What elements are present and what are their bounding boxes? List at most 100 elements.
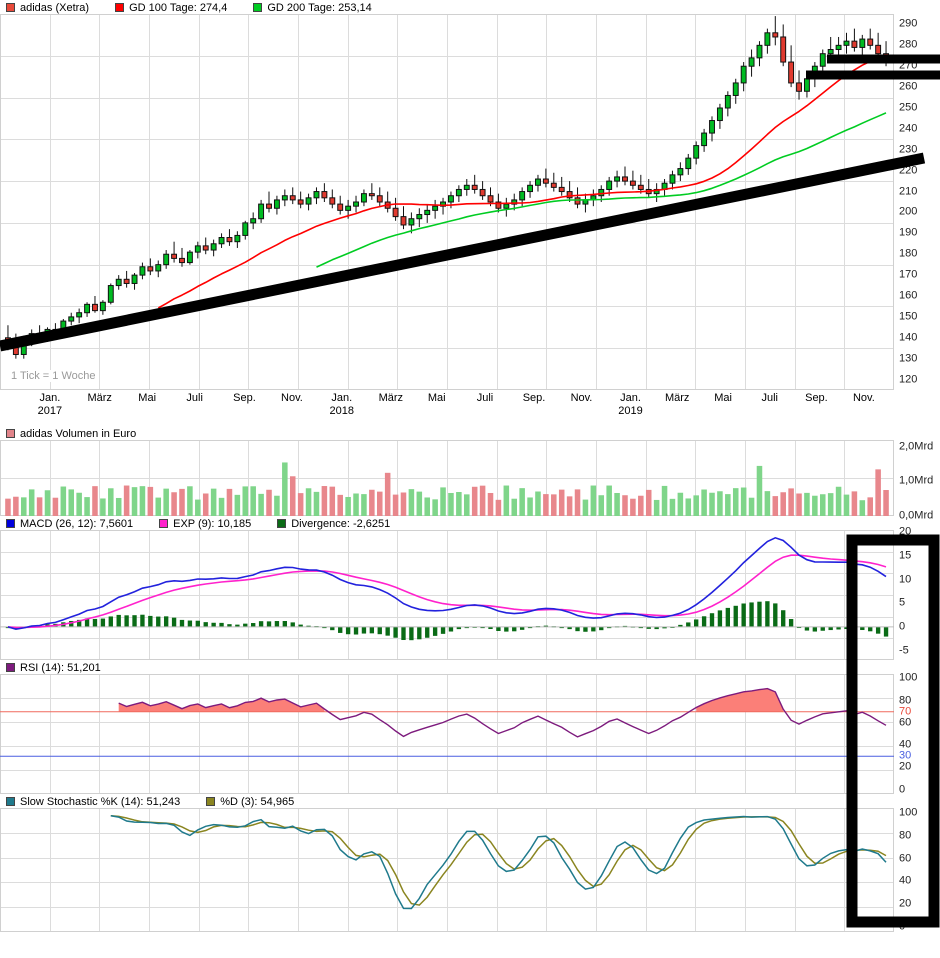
volume-bar — [250, 486, 256, 516]
volume-bar — [44, 490, 51, 516]
macd-histogram-bar — [883, 626, 889, 637]
volume-bar — [598, 495, 605, 516]
price-plot[interactable]: 1 Tick = 1 Woche — [0, 14, 894, 390]
x-axis-label: Nov. — [571, 392, 593, 405]
volume-bar — [748, 497, 755, 516]
legend-rsi[interactable]: RSI (14): 51,201 — [6, 662, 101, 674]
macd-histogram-bar — [480, 626, 485, 629]
price-tick: 260 — [899, 80, 918, 93]
macd-histogram-bar — [709, 613, 715, 627]
x-axis-label: Sep. — [233, 392, 256, 405]
volume-bar — [171, 492, 177, 516]
macd-histogram-bar — [432, 626, 438, 636]
macd-histogram-bar — [282, 621, 288, 627]
price-tick: 210 — [899, 185, 918, 198]
macd-histogram-bar — [504, 626, 509, 632]
legend-macd[interactable]: MACD (26, 12): 7,5601 — [6, 518, 133, 530]
price-tick: 220 — [899, 164, 918, 177]
price-tick: 270 — [899, 59, 918, 72]
macd-tick: 0 — [899, 620, 906, 633]
legend-instrument[interactable]: adidas (Xetra) — [6, 2, 89, 14]
rsi-plot[interactable] — [0, 674, 894, 794]
volume-bar — [131, 487, 138, 516]
volume-bar — [819, 494, 826, 516]
volume-legend: adidas Volumen in Euro — [0, 426, 940, 440]
legend-stoch-d[interactable]: %D (3): 54,965 — [206, 796, 294, 808]
volume-bar — [100, 498, 106, 516]
rsi-panel[interactable]: 100 80 70 60 40 30 20 0 — [0, 671, 940, 795]
volume-tick: 0,0Mrd — [899, 509, 934, 522]
volume-bar — [337, 494, 343, 516]
macd-histogram-bar — [828, 626, 833, 631]
volume-bar — [732, 488, 739, 516]
macd-histogram-bar — [203, 622, 208, 627]
volume-plot[interactable] — [0, 440, 894, 516]
x-axis-label: Jan. 2019 — [618, 392, 642, 418]
volume-bar — [424, 497, 430, 516]
legend-ma100-swatch — [115, 3, 125, 12]
volume-bar — [717, 491, 723, 516]
macd-histogram-bar — [417, 626, 422, 640]
price-tick: 120 — [899, 373, 918, 386]
legend-ma200[interactable]: GD 200 Tage: 253,14 — [253, 2, 372, 14]
stochastic-legend: Slow Stochastic %K (14): 51,243 %D (3): 5… — [0, 794, 940, 808]
volume-bar — [645, 489, 652, 516]
volume-bar — [456, 491, 462, 516]
volume-bar — [566, 496, 573, 516]
volume-bar — [772, 496, 779, 516]
volume-bar — [226, 488, 233, 516]
macd-histogram-bar — [591, 626, 596, 632]
volume-bar — [725, 494, 731, 516]
price-tick: 200 — [899, 205, 918, 218]
x-axis-label: Nov. — [281, 392, 303, 405]
x-axis-label: Mai — [138, 392, 156, 405]
volume-bar — [139, 486, 146, 516]
macd-plot[interactable] — [0, 530, 894, 660]
legend-macd-divergence[interactable]: Divergence: -2,6251 — [277, 518, 390, 530]
macd-histogram-bar — [440, 626, 446, 634]
macd-histogram-bar — [749, 602, 754, 627]
stochastic-plot[interactable] — [0, 808, 894, 932]
macd-histogram-bar — [868, 626, 873, 632]
macd-histogram-bar — [100, 618, 106, 627]
price-panel[interactable]: 1 Tick = 1 Woche 290 280 270 260 250 240 230 22… — [0, 14, 940, 390]
legend-stoch-d-swatch — [206, 797, 216, 806]
volume-bar — [448, 492, 454, 516]
macd-tick: 15 — [899, 549, 912, 562]
legend-stoch-k[interactable]: Slow Stochastic %K (14): 51,243 — [6, 796, 180, 808]
macd-panel[interactable]: 20 15 10 5 0 -5 — [0, 526, 940, 660]
volume-bar — [155, 497, 162, 516]
volume-bar — [297, 493, 304, 516]
volume-tick: 1,0Mrd — [899, 474, 934, 487]
legend-macd-exp[interactable]: EXP (9): 10,185 — [159, 518, 251, 530]
macd-histogram-bar — [599, 626, 604, 631]
volume-bar — [796, 493, 802, 516]
macd-histogram-bar — [156, 616, 161, 627]
legend-instrument-label: adidas (Xetra) — [20, 1, 90, 14]
legend-volume[interactable]: adidas Volumen in Euro — [6, 428, 136, 440]
volume-bar — [685, 498, 692, 516]
x-axis-label: Jan. 2018 — [330, 392, 354, 418]
x-axis-month: Sep. — [805, 392, 828, 404]
legend-ma200-swatch — [253, 3, 263, 12]
rsi-line — [118, 687, 887, 738]
volume-bar — [551, 494, 557, 516]
macd-histogram-bar — [654, 626, 659, 630]
volume-bar — [21, 497, 27, 516]
volume-bar — [369, 489, 375, 516]
legend-ma100[interactable]: GD 100 Tage: 274,4 — [115, 2, 227, 14]
volume-bar — [780, 492, 786, 516]
volume-bar — [827, 493, 834, 516]
macd-histogram-bar — [678, 624, 683, 627]
stochastic-panel[interactable]: 100 80 60 40 20 0 — [0, 807, 940, 932]
stochastic-tick: 20 — [899, 897, 912, 910]
price-tick: 160 — [899, 289, 918, 302]
macd-histogram-bar — [512, 626, 517, 632]
volume-panel[interactable]: 2,0Mrd 1,0Mrd 0,0Mrd — [0, 440, 940, 521]
volume-bar — [709, 492, 715, 516]
volume-bar — [123, 485, 130, 516]
rsi-tick: 100 — [899, 671, 918, 684]
price-y-axis: 290 280 270 260 250 240 230 220 210 200 190 180 170 1… — [894, 14, 940, 390]
x-axis-month: Nov. — [281, 392, 303, 404]
volume-bar — [321, 486, 328, 516]
